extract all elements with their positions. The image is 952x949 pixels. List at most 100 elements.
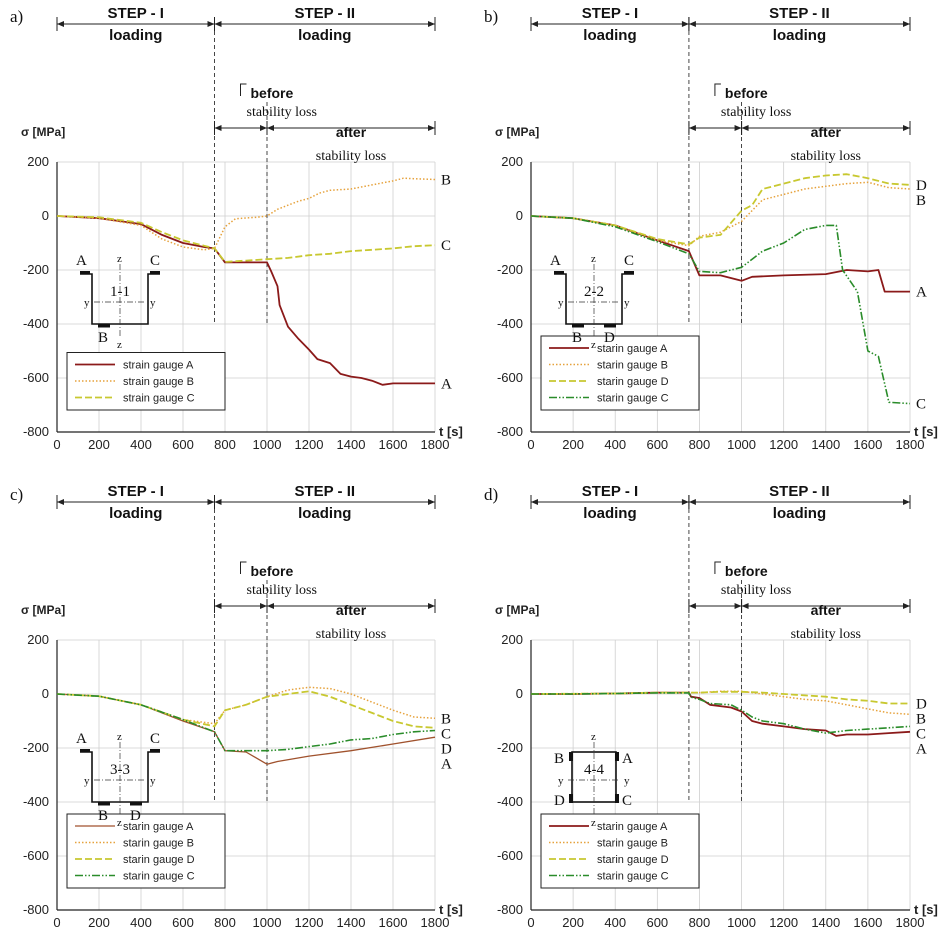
legend: strain gauge A strain gauge B strain gauge… (66, 352, 226, 411)
after-span-arrow (266, 121, 436, 135)
x-tick-label: 400 (604, 437, 626, 452)
y-tick-label: -600 (497, 848, 523, 863)
series-end-label: B (441, 711, 451, 727)
y-tick-label: -800 (497, 902, 523, 917)
gauge-label: A (622, 751, 633, 767)
x-tick-label: 800 (689, 915, 711, 930)
before-subtitle: stability loss (721, 583, 791, 598)
x-tick-label: 1800 (421, 437, 450, 452)
arrow-head-left (214, 603, 222, 609)
y-tick-label: -400 (497, 794, 523, 809)
series-line-b (530, 181, 911, 247)
arrow-head-left (688, 125, 696, 131)
x-tick-label: 1800 (896, 915, 925, 930)
gauge-pad-a (80, 271, 90, 275)
gauge-label: C (150, 731, 160, 747)
x-tick-label: 1600 (379, 437, 408, 452)
section-axis-label: z (117, 731, 122, 743)
arrow-head-right (428, 499, 435, 505)
section-label: 2-2 (584, 284, 604, 300)
gauge-pad-b (572, 324, 584, 328)
x-tick-label: 600 (172, 437, 194, 452)
x-tick-label: 600 (646, 915, 668, 930)
series-line-a (56, 215, 435, 386)
series-end-label: A (441, 376, 452, 392)
arrow-head-right (207, 499, 215, 505)
y-tick-label: -200 (23, 740, 49, 755)
before-title: before (725, 563, 768, 579)
arrow-head-left (57, 499, 64, 505)
section-label: 4-4 (584, 762, 604, 778)
y-tick-label: 200 (27, 632, 49, 647)
before-subtitle: stability loss (247, 583, 317, 598)
x-tick-label: 1400 (337, 915, 366, 930)
legend-label: starin gauge A (597, 343, 668, 355)
gauge-pad-d (604, 324, 616, 328)
legend: starin gauge A starin gauge B starin gauge… (66, 813, 226, 889)
cross-section-diagram: A C B Dy y z z 3-3 (76, 731, 160, 829)
y-axis-label: σ [MPa] (21, 125, 65, 139)
gauge-label: A (76, 731, 87, 747)
before-subtitle: stability loss (721, 105, 791, 120)
section-axis-label: y (84, 297, 90, 309)
legend-label: strain gauge B (123, 376, 194, 388)
x-tick-label: 1400 (811, 437, 840, 452)
arrow-head-left (688, 603, 696, 609)
x-tick-label: 1200 (295, 437, 324, 452)
panel-letter: d) (484, 485, 498, 504)
series-end-label: C (916, 726, 926, 742)
series-end-label: C (916, 397, 926, 413)
arrow-head-right (428, 21, 435, 27)
gauge-pad-a (554, 271, 564, 275)
x-tick-label: 0 (527, 437, 534, 452)
x-axis-label: t [s] (439, 902, 463, 917)
gauge-label: C (622, 793, 632, 809)
step2-title: STEP - II (294, 5, 355, 22)
section-axis-label: z (591, 253, 596, 265)
before-title: before (725, 85, 768, 101)
x-tick-label: 1800 (421, 915, 450, 930)
y-tick-label: -400 (23, 794, 49, 809)
x-tick-label: 400 (604, 915, 626, 930)
x-tick-label: 1600 (853, 915, 882, 930)
arrow-head-right (903, 603, 910, 609)
y-tick-label: -200 (23, 262, 49, 277)
panel-letter: a) (10, 7, 23, 26)
gauge-pad-c (150, 271, 160, 275)
x-tick-label: 800 (214, 915, 236, 930)
arrow-head-left (214, 21, 222, 27)
section-axis-label: y (558, 775, 564, 787)
after-title: after (336, 124, 367, 140)
gauge-pad-a (80, 749, 90, 753)
x-tick-label: 200 (88, 437, 110, 452)
gauge-pad-c (150, 749, 160, 753)
before-title: before (251, 85, 294, 101)
x-tick-label: 0 (53, 915, 60, 930)
series-end-label: A (916, 285, 927, 301)
chart-panel-1: a)0 200 400 600 800 1000 1200 1400 1600 18002000-… (10, 5, 463, 452)
y-tick-label: 200 (27, 154, 49, 169)
series-line-c (56, 215, 436, 263)
gauge-label: B (98, 330, 108, 346)
x-tick-label: 1400 (811, 915, 840, 930)
y-tick-label: -200 (497, 262, 523, 277)
y-tick-label: -600 (23, 370, 49, 385)
step1-title: STEP - I (108, 483, 164, 500)
legend-label: starin gauge B (123, 838, 194, 850)
gauge-label: C (624, 253, 634, 269)
legend: starin gauge A starin gauge B starin gauge… (540, 813, 700, 889)
arrow-head-right (207, 21, 215, 27)
series-end-label: D (916, 696, 927, 712)
gauge-pad (615, 752, 619, 761)
legend-label: starin gauge B (597, 360, 668, 372)
arrow-head-left (741, 603, 749, 609)
step1-subtitle: loading (109, 27, 162, 44)
x-tick-label: 1200 (769, 437, 798, 452)
arrow-head-left (741, 125, 749, 131)
gauge-label: C (150, 253, 160, 269)
arrow-head-right (903, 125, 910, 131)
before-span-arrow (214, 121, 268, 135)
arrow-head-right (428, 603, 435, 609)
legend-label: starin gauge A (123, 821, 194, 833)
